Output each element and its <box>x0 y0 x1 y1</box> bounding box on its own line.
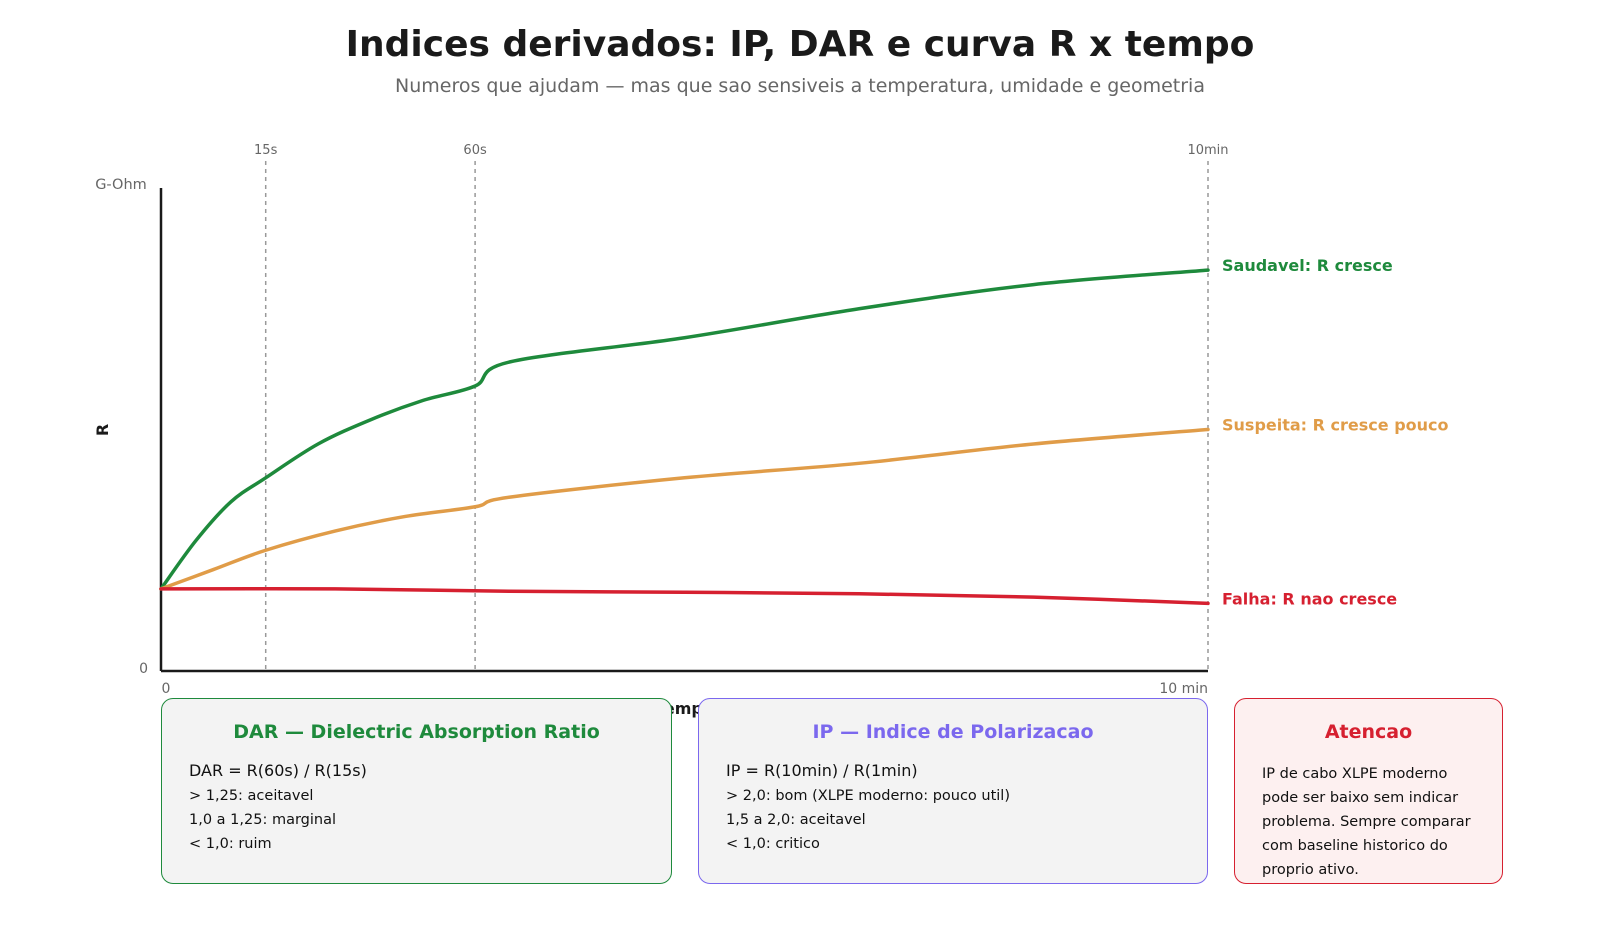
warning-line: com baseline historico do <box>1262 838 1448 854</box>
series-label: Saudavel: R cresce <box>1222 256 1393 275</box>
warning-card: Atencao IP de cabo XLPE moderno pode ser… <box>1234 698 1503 884</box>
warning-card-title: Atencao <box>1324 721 1413 743</box>
y-axis-label: R <box>93 424 112 436</box>
warning-line: problema. Sempre comparar <box>1262 814 1471 830</box>
ip-criterion: < 1,0: critico <box>726 836 820 852</box>
dar-criterion: > 1,25: aceitavel <box>189 788 314 804</box>
series-label: Suspeita: R cresce pouco <box>1222 416 1449 435</box>
dar-criterion: < 1,0: ruim <box>189 836 272 852</box>
y-unit-label: G-Ohm <box>95 177 147 193</box>
x-tick-label: 0 <box>162 681 171 697</box>
warning-line: IP de cabo XLPE moderno <box>1262 766 1448 782</box>
series-label: Falha: R nao cresce <box>1222 589 1397 608</box>
series-line <box>159 268 1210 591</box>
page-subtitle: Numeros que ajudam — mas que sao sensive… <box>395 75 1205 97</box>
warning-line: proprio ativo. <box>1262 862 1359 878</box>
ip-criterion: 1,5 a 2,0: aceitavel <box>726 812 866 828</box>
series-line <box>159 427 1210 591</box>
dar-criterion: 1,0 a 1,25: marginal <box>189 812 336 828</box>
ip-formula: IP = R(10min) / R(1min) <box>726 761 918 780</box>
ip-card-title: IP — Indice de Polarizacao <box>812 721 1094 743</box>
x-tick-label: 10 min <box>1159 681 1208 697</box>
dar-card-title: DAR — Dielectric Absorption Ratio <box>233 721 600 743</box>
time-marker-label: 15s <box>254 143 278 158</box>
warning-text: IP de cabo XLPE moderno pode ser baixo s… <box>1262 762 1475 882</box>
series-line <box>159 586 1210 606</box>
ip-criterion: > 2,0: bom (XLPE moderno: pouco util) <box>726 788 1010 804</box>
dar-card: DAR — Dielectric Absorption Ratio DAR = … <box>161 698 672 884</box>
warning-line: pode ser baixo sem indicar <box>1262 790 1459 806</box>
time-marker-label: 10min <box>1187 143 1228 158</box>
dar-formula: DAR = R(60s) / R(15s) <box>189 761 367 780</box>
page-title: Indices derivados: IP, DAR e curva R x t… <box>345 24 1255 65</box>
ip-card: IP — Indice de Polarizacao IP = R(10min)… <box>698 698 1208 884</box>
y-tick-label: 0 <box>139 661 148 677</box>
time-marker-label: 60s <box>463 143 487 158</box>
